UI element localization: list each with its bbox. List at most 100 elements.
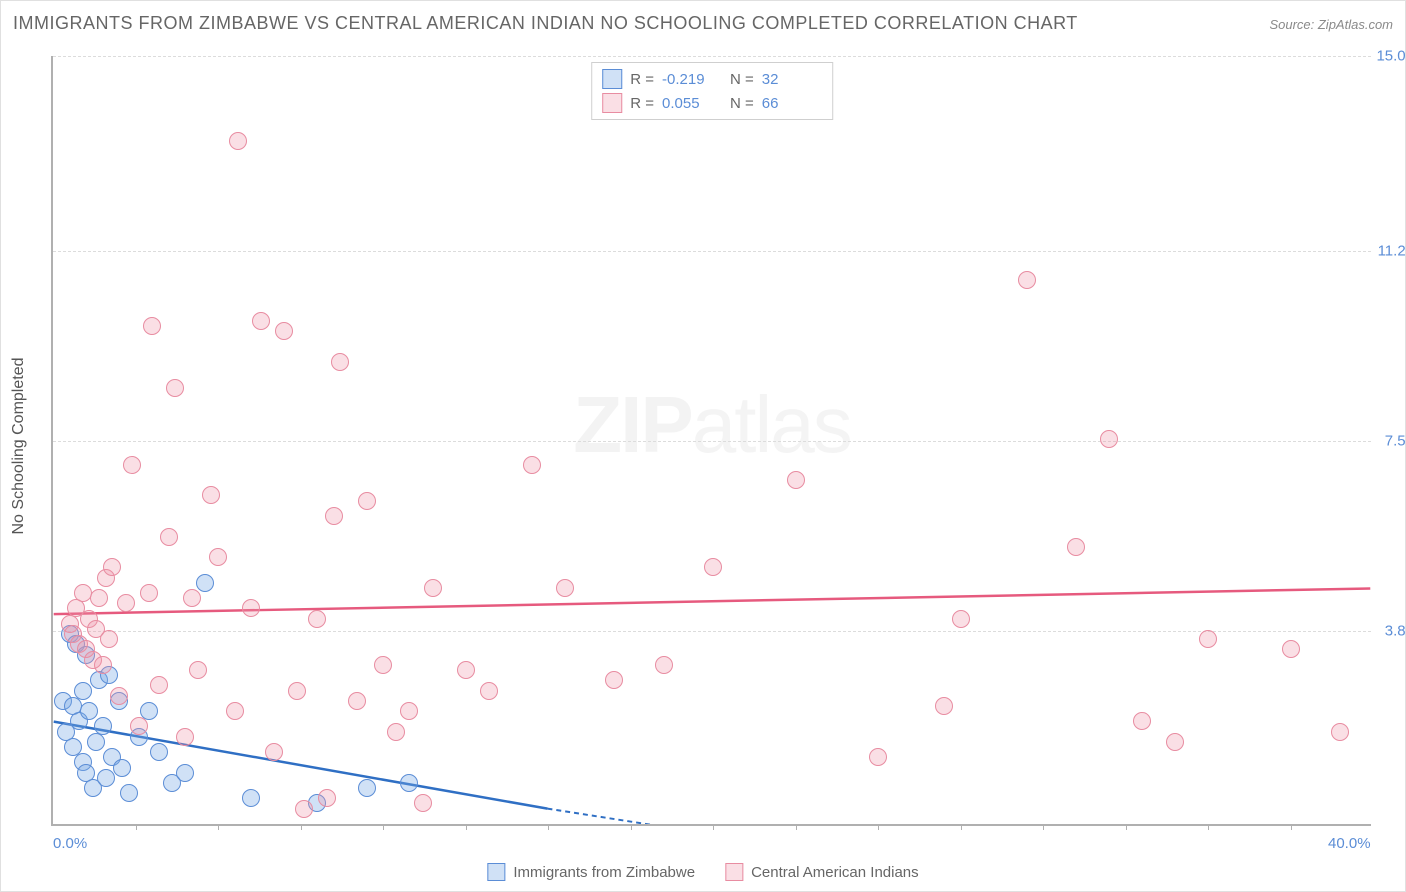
data-point-cai xyxy=(166,379,184,397)
data-point-zimbabwe xyxy=(120,784,138,802)
x-minor-tick xyxy=(1291,824,1292,830)
data-point-cai xyxy=(183,589,201,607)
data-point-cai xyxy=(457,661,475,679)
data-point-cai xyxy=(1199,630,1217,648)
chart-container: IMMIGRANTS FROM ZIMBABWE VS CENTRAL AMER… xyxy=(0,0,1406,892)
data-point-zimbabwe xyxy=(97,769,115,787)
data-point-cai xyxy=(94,656,112,674)
n-value: 32 xyxy=(762,71,822,88)
data-point-cai xyxy=(275,322,293,340)
data-point-cai xyxy=(130,717,148,735)
swatch-cai xyxy=(725,863,743,881)
data-point-zimbabwe xyxy=(94,717,112,735)
data-point-cai xyxy=(74,584,92,602)
data-point-cai xyxy=(123,456,141,474)
legend-item-zimbabwe: Immigrants from Zimbabwe xyxy=(487,863,695,881)
data-point-cai xyxy=(1282,640,1300,658)
data-point-cai xyxy=(160,528,178,546)
data-point-cai xyxy=(1166,733,1184,751)
data-point-cai xyxy=(952,610,970,628)
x-minor-tick xyxy=(1043,824,1044,830)
x-minor-tick xyxy=(796,824,797,830)
data-point-cai xyxy=(308,610,326,628)
data-point-cai xyxy=(480,682,498,700)
data-point-cai xyxy=(556,579,574,597)
x-minor-tick xyxy=(878,824,879,830)
y-axis-label: No Schooling Completed xyxy=(10,358,28,535)
plot-area: ZIPatlas R =-0.219N =32R =0.055N =66 3.8… xyxy=(51,56,1371,826)
data-point-cai xyxy=(318,789,336,807)
legend-label: Immigrants from Zimbabwe xyxy=(513,864,695,881)
data-point-cai xyxy=(523,456,541,474)
stats-row-cai: R = 0.055 N = 66 xyxy=(602,91,822,115)
n-label: N = xyxy=(730,95,754,112)
y-tick-label: 15.0% xyxy=(1376,48,1406,65)
data-point-zimbabwe xyxy=(196,574,214,592)
stats-row-zimbabwe: R =-0.219N =32 xyxy=(602,67,822,91)
data-point-cai xyxy=(374,656,392,674)
stats-legend: R =-0.219N =32 R = 0.055 N = 66 xyxy=(591,62,833,120)
data-point-zimbabwe xyxy=(80,702,98,720)
r-label: R = xyxy=(630,95,654,112)
legend-label: Central American Indians xyxy=(751,864,919,881)
grid-line xyxy=(53,251,1371,252)
x-minor-tick xyxy=(713,824,714,830)
x-minor-tick xyxy=(961,824,962,830)
data-point-cai xyxy=(143,317,161,335)
data-point-cai xyxy=(176,728,194,746)
x-minor-tick xyxy=(136,824,137,830)
data-point-cai xyxy=(252,312,270,330)
x-minor-tick xyxy=(1126,824,1127,830)
data-point-cai xyxy=(1067,538,1085,556)
data-point-zimbabwe xyxy=(113,759,131,777)
data-point-cai xyxy=(189,661,207,679)
swatch-zimbabwe xyxy=(487,863,505,881)
trend-lines-svg xyxy=(53,56,1371,824)
data-point-cai xyxy=(202,486,220,504)
x-minor-tick xyxy=(218,824,219,830)
data-point-cai xyxy=(150,676,168,694)
data-point-cai xyxy=(110,687,128,705)
watermark: ZIPatlas xyxy=(573,379,850,471)
data-point-cai xyxy=(787,471,805,489)
data-point-cai xyxy=(358,492,376,510)
grid-line xyxy=(53,56,1371,57)
data-point-cai xyxy=(100,630,118,648)
data-point-cai xyxy=(414,794,432,812)
data-point-cai xyxy=(288,682,306,700)
data-point-zimbabwe xyxy=(74,682,92,700)
data-point-cai xyxy=(400,702,418,720)
data-point-cai xyxy=(103,558,121,576)
r-value: 0.055 xyxy=(662,95,722,112)
title-bar: IMMIGRANTS FROM ZIMBABWE VS CENTRAL AMER… xyxy=(13,13,1393,34)
data-point-zimbabwe xyxy=(400,774,418,792)
data-point-cai xyxy=(704,558,722,576)
data-point-cai xyxy=(325,507,343,525)
swatch-cai xyxy=(602,93,622,113)
data-point-zimbabwe xyxy=(242,789,260,807)
watermark-atlas: atlas xyxy=(692,380,851,469)
r-value: -0.219 xyxy=(662,71,722,88)
data-point-cai xyxy=(90,589,108,607)
swatch-zimbabwe xyxy=(602,69,622,89)
data-point-cai xyxy=(242,599,260,617)
data-point-cai xyxy=(1018,271,1036,289)
data-point-cai xyxy=(117,594,135,612)
series-legend: Immigrants from Zimbabwe Central American… xyxy=(487,863,918,881)
data-point-zimbabwe xyxy=(358,779,376,797)
n-value: 66 xyxy=(762,95,822,112)
x-minor-tick xyxy=(631,824,632,830)
source-label: Source: ZipAtlas.com xyxy=(1269,17,1393,32)
data-point-cai xyxy=(140,584,158,602)
data-point-cai xyxy=(209,548,227,566)
y-tick-label: 7.5% xyxy=(1385,433,1406,450)
data-point-cai xyxy=(935,697,953,715)
x-minor-tick xyxy=(383,824,384,830)
data-point-cai xyxy=(387,723,405,741)
data-point-cai xyxy=(331,353,349,371)
data-point-cai xyxy=(655,656,673,674)
chart-title: IMMIGRANTS FROM ZIMBABWE VS CENTRAL AMER… xyxy=(13,13,1078,34)
x-minor-tick xyxy=(301,824,302,830)
grid-line xyxy=(53,441,1371,442)
legend-item-cai: Central American Indians xyxy=(725,863,919,881)
